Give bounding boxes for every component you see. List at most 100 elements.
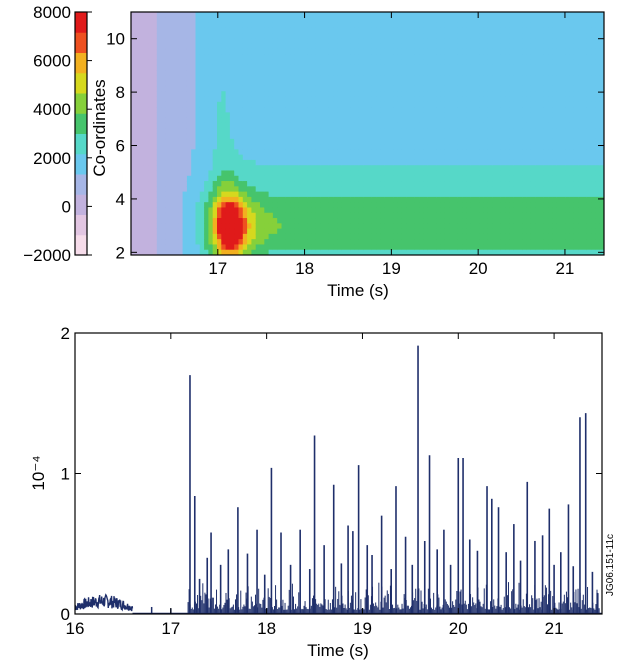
heatmap-cell [513, 70, 519, 76]
heatmap-cell [311, 149, 317, 156]
heatmap-cell [423, 165, 429, 172]
heatmap-cell [156, 170, 162, 177]
heatmap-cell [513, 175, 519, 182]
heatmap-cell [311, 48, 317, 55]
heatmap-cell [294, 54, 300, 61]
heatmap-cell [561, 38, 566, 45]
heatmap-cell [294, 228, 300, 235]
heatmap-cell [199, 54, 205, 61]
heatmap-cell [543, 80, 549, 87]
heatmap-cell [204, 159, 209, 166]
heatmap-cell [513, 138, 519, 145]
heatmap-cell [483, 107, 489, 113]
heatmap-cell [298, 159, 304, 166]
heatmap-cell [290, 249, 295, 255]
heatmap-cell [591, 112, 596, 119]
heatmap-cell [397, 122, 403, 129]
heatmap-cell [449, 170, 455, 177]
heatmap-cell [191, 244, 197, 251]
heatmap-cell [561, 196, 566, 203]
heatmap-cell [281, 91, 287, 98]
heatmap-cell [135, 138, 141, 145]
heatmap-cell [131, 233, 136, 240]
heatmap-cell [135, 112, 141, 119]
heatmap-cell [569, 218, 575, 224]
heatmap-cell [178, 239, 184, 246]
heatmap-cell [251, 64, 257, 71]
heatmap-cell [401, 122, 407, 129]
heatmap-cell [328, 144, 334, 150]
heatmap-cell [500, 122, 506, 129]
heatmap-cell [182, 233, 188, 240]
heatmap-cell [406, 218, 412, 224]
heatmap-cell [406, 133, 412, 140]
heatmap-cell [131, 191, 136, 198]
heatmap-cell [208, 159, 214, 166]
heatmap-cell [548, 59, 553, 66]
heatmap-cell [552, 17, 558, 24]
heatmap-cell [290, 43, 295, 50]
heatmap-cell [556, 59, 562, 66]
heatmap-cell [440, 175, 446, 182]
heatmap-cell [204, 165, 209, 172]
heatmap-cell [195, 96, 201, 103]
heatmap-cell [264, 122, 270, 129]
heatmap-cell [307, 17, 313, 24]
heatmap-cell [530, 133, 536, 140]
heatmap-cell [307, 144, 313, 150]
heatmap-cell [178, 175, 184, 182]
heatmap-cell [462, 149, 467, 156]
heatmap-cell [509, 22, 515, 29]
heatmap-cell [500, 228, 506, 235]
heatmap-cell [397, 244, 403, 251]
heatmap-cell [427, 128, 433, 135]
heatmap-cell [229, 212, 235, 219]
heatmap-cell [139, 170, 145, 177]
heatmap-cell [414, 239, 420, 246]
heatmap-cell [548, 149, 553, 156]
heatmap-cell [272, 107, 278, 113]
heatmap-cell [178, 165, 184, 172]
heatmap-cell [380, 101, 386, 108]
heatmap-cell [268, 85, 274, 92]
heatmap-cell [217, 59, 222, 66]
heatmap-cell [565, 218, 571, 224]
heatmap-cell [208, 38, 214, 45]
heatmap-cell [337, 33, 343, 40]
heatmap-cell [561, 43, 566, 50]
heatmap-cell [509, 38, 515, 45]
heatmap-cell [307, 70, 313, 76]
heatmap-cell [565, 207, 571, 214]
heatmap-cell [406, 244, 412, 251]
colorbar-swatch [75, 72, 87, 94]
heatmap-cell [573, 96, 579, 103]
heatmap-cell [354, 202, 360, 209]
heatmap-cell [406, 22, 412, 29]
heatmap-cell [281, 202, 287, 209]
heatmap-cell [363, 218, 369, 224]
heatmap-cell [260, 170, 265, 177]
heatmap-cell [208, 48, 214, 55]
heatmap-cell [556, 80, 562, 87]
heatmap-cell [539, 133, 545, 140]
heatmap-cell [591, 107, 596, 113]
heatmap-cell [586, 191, 592, 198]
heatmap-cell [500, 91, 506, 98]
heatmap-cell [272, 75, 278, 82]
heatmap-cell [518, 218, 523, 224]
heatmap-cell [479, 22, 485, 29]
heatmap-cell [208, 12, 214, 18]
heatmap-cell [156, 128, 162, 135]
heatmap-cell [328, 48, 334, 55]
heatmap-cell [371, 196, 377, 203]
heatmap-cell [573, 138, 579, 145]
heatmap-cell [324, 170, 330, 177]
heatmap-cell [427, 144, 433, 150]
heatmap-cell [358, 233, 364, 240]
heatmap-cell [225, 249, 231, 255]
heatmap-cell [217, 70, 222, 76]
heatmap-cell [522, 128, 528, 135]
heatmap-cell [410, 165, 416, 172]
heatmap-cell [251, 133, 257, 140]
heatmap-cell [298, 22, 304, 29]
